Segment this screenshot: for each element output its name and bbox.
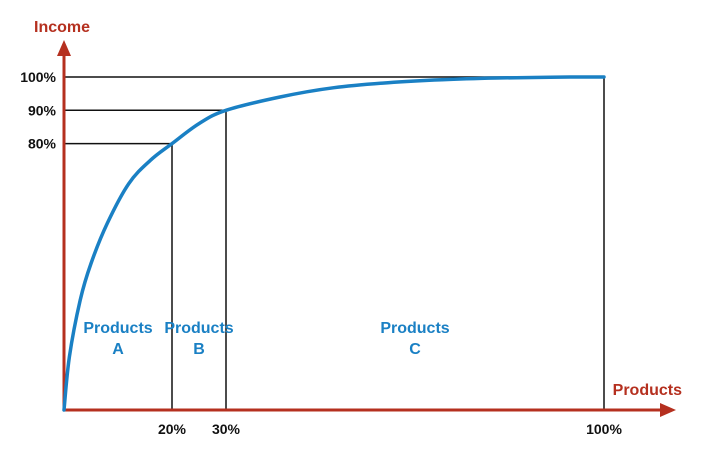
y-tick-label: 80% bbox=[28, 136, 57, 152]
x-tick-label: 20% bbox=[158, 421, 187, 437]
region-label: B bbox=[193, 341, 205, 358]
tick-labels: 80% 90% 100% 20% 30% 100% bbox=[20, 69, 622, 437]
income-curve bbox=[62, 75, 606, 412]
region-label: C bbox=[409, 341, 421, 358]
y-tick-label: 90% bbox=[28, 102, 57, 118]
x-tick-label: 100% bbox=[586, 421, 622, 437]
y-axis-arrow-icon bbox=[57, 40, 71, 56]
axes bbox=[57, 40, 676, 417]
y-tick-label: 100% bbox=[20, 69, 56, 85]
region-label: Products bbox=[380, 320, 449, 337]
region-label: Products bbox=[83, 320, 152, 337]
reference-lines bbox=[64, 76, 605, 410]
x-axis-title: Products bbox=[613, 382, 682, 399]
y-axis-title: Income bbox=[34, 19, 90, 36]
region-label: Products bbox=[164, 320, 233, 337]
x-tick-label: 30% bbox=[212, 421, 241, 437]
region-label: A bbox=[112, 341, 124, 358]
region-labels: Products A Products B Products C bbox=[83, 320, 449, 358]
x-axis-arrow-icon bbox=[660, 403, 676, 417]
